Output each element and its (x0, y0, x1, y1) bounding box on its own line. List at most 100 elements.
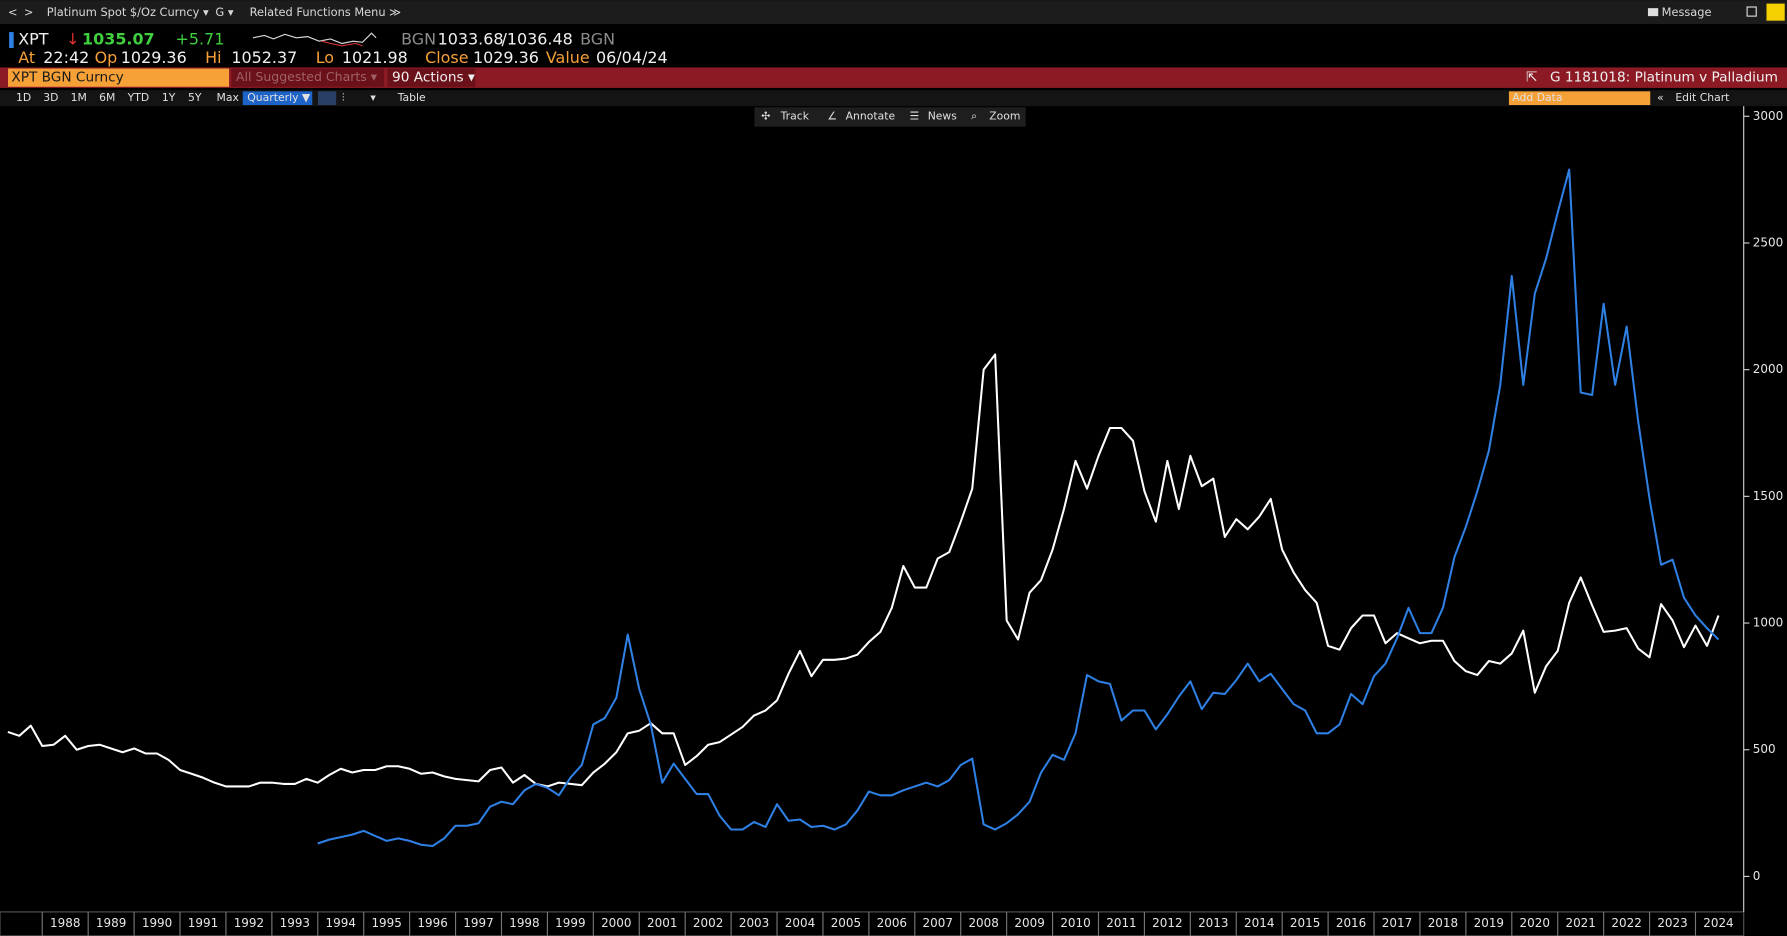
low-label: Lo (316, 48, 334, 67)
high: 1052.37 (231, 48, 297, 67)
value-date: 06/04/24 (596, 48, 668, 67)
x-tick-label: 1997 (463, 916, 493, 930)
x-tick-label: 2022 (1611, 916, 1641, 930)
sparkline-down (321, 40, 363, 47)
range-button[interactable]: Max (217, 91, 240, 104)
x-tick-label: 2007 (923, 916, 953, 930)
top-bar (0, 0, 1787, 25)
edit-chart-button[interactable]: Edit Chart (1675, 91, 1729, 104)
x-tick-label: 2011 (1106, 916, 1136, 930)
x-tick-label: 1999 (555, 916, 585, 930)
tool-icon: ⌕ (971, 109, 977, 122)
g-menu[interactable]: G ▾ (215, 5, 233, 19)
tool-button[interactable]: Zoom (989, 109, 1020, 122)
y-tick-label: 3000 (1753, 109, 1783, 123)
security-menu[interactable]: Platinum Spot $/Oz Curncy ▾ (47, 5, 209, 19)
x-tick-label: 2010 (1060, 916, 1090, 930)
line-icon[interactable] (317, 91, 337, 106)
x-tick-label: 2024 (1703, 916, 1733, 930)
x-tick-label: 1994 (326, 916, 356, 930)
x-tick-label: 2005 (831, 916, 861, 930)
x-tick-label: 1996 (417, 916, 447, 930)
x-tick-label: 2017 (1382, 916, 1412, 930)
net-change: +5.71 (176, 30, 225, 49)
series-line (7, 353, 1720, 788)
ticker-marker (9, 32, 14, 49)
export-icon[interactable]: ⇱ (1526, 70, 1537, 86)
x-tick-label: 1993 (280, 916, 310, 930)
x-tick-label: 2003 (739, 916, 769, 930)
actions-button[interactable] (387, 68, 476, 87)
source: BGN (580, 30, 615, 49)
close-label: Close (425, 48, 468, 67)
x-tick-label: 1991 (188, 916, 218, 930)
add-data-field[interactable] (1508, 91, 1651, 106)
message-icon (1647, 8, 1659, 17)
help-icon[interactable] (1766, 3, 1785, 21)
x-tick-label: 1992 (234, 916, 264, 930)
table-button[interactable]: Table (397, 91, 426, 104)
x-tick-label: 2006 (877, 916, 907, 930)
close: 1029.36 (473, 48, 539, 67)
tool-icon: ∠ (827, 109, 837, 122)
open-label: Op (95, 48, 118, 67)
bar-icon[interactable]: ⫶ (342, 91, 345, 104)
x-tick-label: 2008 (968, 916, 998, 930)
y-tick-label: 2000 (1753, 362, 1783, 376)
at-label: At (18, 48, 35, 67)
x-tick-label: 2000 (601, 916, 631, 930)
x-tick-label: 1995 (371, 916, 401, 930)
frequency-button[interactable] (242, 91, 313, 106)
range-button[interactable]: 1Y (162, 91, 176, 104)
range-button[interactable]: 5Y (188, 91, 202, 104)
ticker: XPT (18, 30, 49, 49)
range-bar (0, 90, 1787, 107)
x-tick-label: 1988 (50, 916, 80, 930)
x-tick-label: 2012 (1152, 916, 1182, 930)
y-tick-label: 2500 (1753, 235, 1783, 249)
last-price: 1035.07 (82, 30, 155, 49)
window-icon[interactable] (1746, 6, 1757, 17)
at-time: 22:42 (43, 48, 89, 67)
value-label: Value (546, 48, 590, 67)
x-tick-label: 1989 (96, 916, 126, 930)
add-data-text: Add Data (1512, 91, 1562, 104)
bid: 1033.68 (438, 30, 504, 49)
security-field[interactable] (7, 68, 230, 87)
tools-bar (754, 107, 1026, 127)
y-tick-label: 0 (1753, 869, 1761, 883)
source: BGN (401, 30, 436, 49)
frequency-text: Quarterly ▼ (247, 91, 311, 104)
message-button[interactable]: Message (1662, 5, 1712, 19)
x-tick-label: 1990 (142, 916, 172, 930)
low: 1021.98 (342, 48, 408, 67)
x-tick-label: 2004 (785, 916, 815, 930)
related-menu[interactable]: Related Functions Menu ≫ (250, 5, 402, 19)
x-tick-label: 2023 (1657, 916, 1687, 930)
range-button[interactable]: 1D (16, 91, 31, 104)
y-tick-label: 1000 (1753, 616, 1783, 630)
collapse-icon[interactable]: « (1657, 91, 1664, 104)
x-tick-label: 2013 (1198, 916, 1228, 930)
x-tick-label: 2001 (647, 916, 677, 930)
tool-button[interactable]: News (928, 109, 958, 122)
tool-button[interactable]: Track (780, 109, 810, 122)
series-line (317, 168, 1720, 848)
x-tick-label: 2014 (1244, 916, 1274, 930)
down-arrow: ↓ (66, 30, 79, 49)
range-button[interactable]: 3D (43, 91, 58, 104)
tool-button[interactable]: Annotate (846, 109, 896, 122)
security-field-text: XPT BGN Curncy (11, 70, 123, 86)
actions-text: 90 Actions ▾ (392, 70, 475, 86)
range-button[interactable]: 6M (99, 91, 115, 104)
suggested-button[interactable] (231, 68, 385, 87)
x-tick-label: 2015 (1290, 916, 1320, 930)
range-button[interactable]: 1M (71, 91, 87, 104)
open: 1029.36 (121, 48, 187, 67)
forward-button[interactable]: > (24, 5, 34, 19)
range-button[interactable]: YTD (127, 91, 150, 104)
back-button[interactable]: < (8, 5, 18, 19)
dropdown-icon[interactable]: ▾ (370, 91, 376, 104)
